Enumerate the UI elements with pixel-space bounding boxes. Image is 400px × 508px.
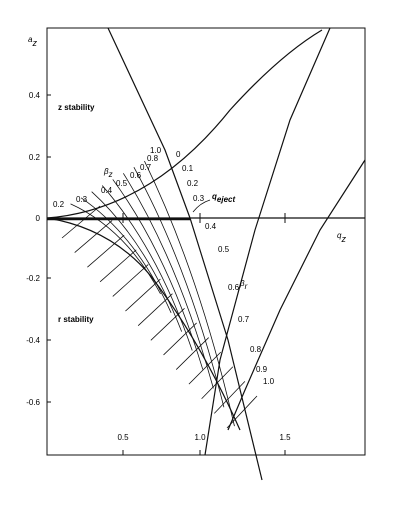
beta-z-value: 0 bbox=[176, 150, 181, 159]
beta-z-iso bbox=[91, 191, 183, 332]
beta-r-value: 0.5 bbox=[218, 245, 230, 254]
y-tick-label: 0 bbox=[36, 214, 41, 223]
x-tick-label: 1.5 bbox=[279, 433, 291, 442]
symbol: β bbox=[239, 279, 245, 288]
beta-r-iso bbox=[125, 278, 161, 312]
beta-z-iso bbox=[101, 185, 193, 351]
beta-r-iso bbox=[137, 293, 173, 326]
x-tick-label: 1.0 bbox=[194, 433, 206, 442]
beta-r-iso bbox=[188, 351, 222, 385]
q-eject-pointer bbox=[192, 199, 211, 213]
beta-r-value: 1.0 bbox=[263, 377, 275, 386]
beta-r-value: 0.4 bbox=[205, 222, 217, 231]
beta-z-1-boundary bbox=[46, 29, 323, 219]
subscript: eject bbox=[217, 195, 236, 204]
beta-z-value: 0.7 bbox=[140, 163, 152, 172]
beta-z-iso bbox=[144, 160, 235, 427]
beta-r-iso bbox=[150, 308, 185, 341]
beta-r-iso bbox=[201, 366, 234, 400]
beta-r-iso bbox=[112, 264, 149, 297]
beta-r-iso bbox=[214, 381, 246, 414]
beta-r-value: 0.6 bbox=[228, 283, 240, 292]
x-tick-label: 0.5 bbox=[117, 433, 129, 442]
upper-boundary bbox=[204, 27, 331, 456]
r-region-label: r stability bbox=[58, 315, 94, 324]
symbol: q bbox=[212, 192, 217, 201]
beta-z-value: 0.4 bbox=[101, 186, 113, 195]
beta-z-iso bbox=[112, 179, 204, 370]
beta-r-0-boundary bbox=[46, 217, 241, 431]
beta-r-iso bbox=[61, 205, 101, 239]
z-region-label: z stability bbox=[58, 103, 95, 112]
beta-r-value: 0.9 bbox=[256, 365, 268, 374]
beta-r-iso bbox=[99, 249, 137, 283]
frame bbox=[46, 27, 366, 456]
beta-r-iso bbox=[74, 220, 113, 253]
symbol: q bbox=[337, 231, 342, 240]
beta-r-1-boundary bbox=[227, 159, 366, 431]
y-tick-label: 0.2 bbox=[29, 153, 41, 162]
beta-z-value: 0.2 bbox=[187, 179, 199, 188]
beta-r-iso bbox=[226, 395, 258, 429]
beta-r-iso bbox=[87, 234, 125, 268]
beta-r-value: 0.7 bbox=[238, 315, 250, 324]
beta-z-value: 0.3 bbox=[193, 194, 205, 203]
iso-beta-lines bbox=[61, 160, 258, 429]
beta-z-value: 0.8 bbox=[147, 154, 159, 163]
symbol: β bbox=[103, 167, 109, 176]
beta-r-label: βr bbox=[239, 279, 248, 291]
beta-z-iso bbox=[80, 197, 172, 313]
beta-z-iso bbox=[133, 167, 225, 408]
subscript: r bbox=[245, 282, 248, 291]
subscript: z bbox=[340, 234, 346, 244]
symbol: a bbox=[28, 35, 33, 44]
beta-r-iso bbox=[163, 322, 197, 356]
y-tick-label: -0.2 bbox=[26, 274, 40, 283]
y-axis-label: az bbox=[28, 35, 37, 48]
beta-z-value: 0.5 bbox=[116, 179, 128, 188]
beta-z-value: 0.6 bbox=[130, 171, 142, 180]
beta-z-iso bbox=[122, 173, 214, 389]
y-tick-label: -0.4 bbox=[26, 336, 40, 345]
beta-r-value: 0.8 bbox=[250, 345, 262, 354]
y-tick-label: -0.6 bbox=[26, 398, 40, 407]
beta-r-iso bbox=[175, 337, 209, 370]
subscript: z bbox=[108, 170, 113, 179]
beta-z-value: 0.2 bbox=[53, 200, 65, 209]
x-axis-label: qz bbox=[337, 231, 346, 244]
subscript: z bbox=[31, 38, 37, 48]
q-eject-label: qeject bbox=[212, 192, 235, 204]
beta-z-label: βz bbox=[103, 167, 113, 179]
beta-z-value: 0.1 bbox=[182, 164, 194, 173]
beta-z-value: 1.0 bbox=[150, 146, 162, 155]
y-tick-label: 0.4 bbox=[29, 91, 41, 100]
beta-z-value: 0.3 bbox=[76, 195, 88, 204]
